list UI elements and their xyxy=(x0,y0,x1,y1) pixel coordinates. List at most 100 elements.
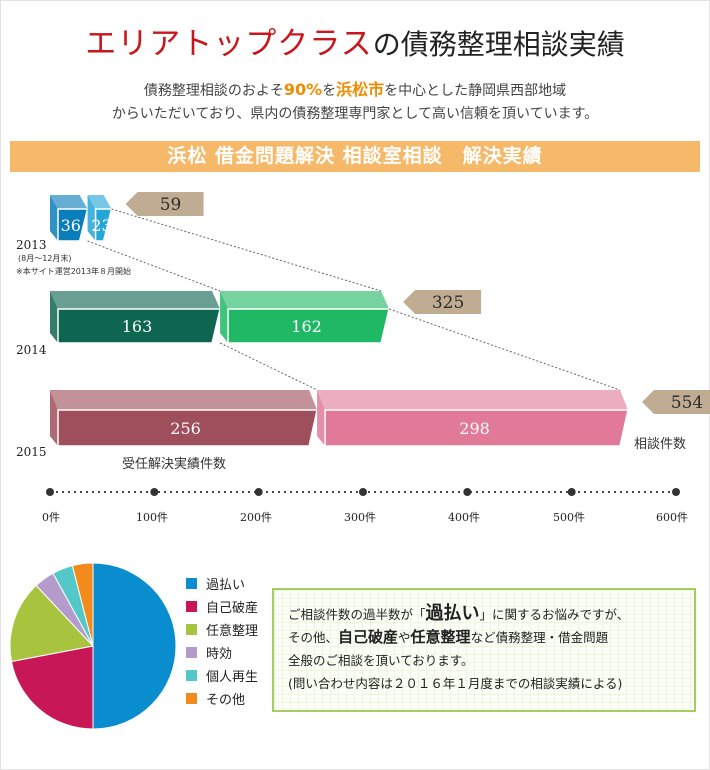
total-tag-2013 xyxy=(125,192,204,216)
legend-item-saisei: 個人再生 xyxy=(186,664,258,687)
bar-2015-resolved-top xyxy=(50,390,318,410)
bar-2014-other-edge xyxy=(220,291,229,343)
projection-line-1-split xyxy=(219,342,318,391)
intro-percent: 90% xyxy=(283,80,323,99)
bar-2015-resolved-front xyxy=(57,409,319,447)
x-tick-0: 0件 xyxy=(42,511,60,524)
x-tick-dot-600 xyxy=(672,488,680,496)
legend-item-sonota: その他 xyxy=(186,687,258,710)
projection-line-1-right xyxy=(388,308,621,391)
bar-2014-other-top xyxy=(220,291,390,309)
bar-2014-other-front xyxy=(227,308,391,344)
bar-2015-other-edge xyxy=(317,390,326,446)
pie-slice-2 xyxy=(9,584,94,663)
pie-slice-0 xyxy=(92,562,177,730)
year-label-2014: 2014 xyxy=(16,343,47,357)
bar-2013-resolved-label: 36 xyxy=(61,216,81,235)
total-label-2014: 325 xyxy=(432,293,464,313)
intro-text: 債務整理相談のおよそ90%を浜松市を中心とした静岡県西部地域 からいただいており… xyxy=(0,78,710,126)
info-emphasis: 自己破産 xyxy=(338,628,399,646)
pie-slice-1 xyxy=(10,645,94,730)
year-label-2015: 2015 xyxy=(16,445,47,459)
bar-2014-resolved-front xyxy=(57,308,222,344)
legend-item-hasan: 自己破産 xyxy=(186,595,258,618)
x-tick-300: 300件 xyxy=(344,511,376,524)
series-caption-resolved: 受任解決実績件数 xyxy=(122,457,227,472)
bar-2013-resolved-front xyxy=(57,208,89,242)
intro-line-1: 債務整理相談のおよそ90%を浜松市を中心とした静岡県西部地域 xyxy=(0,78,710,103)
legend-item-nini: 任意整理 xyxy=(186,618,258,641)
bar-2014-resolved-label: 163 xyxy=(122,317,153,336)
info-line-2: その他、自己破産や任意整理など債務整理・借金問題 xyxy=(288,626,684,649)
info-box: ご相談件数の過半数が「過払い」に関するお悩みですが、 その他、自己破産や任意整理… xyxy=(272,588,696,712)
bar-2013-other-edge xyxy=(87,195,96,241)
title-rest: の債務整理相談実績 xyxy=(372,28,625,61)
x-tick-400: 400件 xyxy=(448,511,480,524)
info-text: ご相談件数の過半数が「 xyxy=(288,607,426,622)
legend-swatch xyxy=(186,624,197,635)
bar-2014-resolved-edge xyxy=(50,291,58,343)
info-text: 」に関するお悩みですが、 xyxy=(479,607,630,622)
info-line-1: ご相談件数の過半数が「過払い」に関するお悩みですが、 xyxy=(288,602,684,626)
legend-swatch xyxy=(186,647,197,658)
legend-item-jikou: 時効 xyxy=(186,641,258,664)
bar-2013-other-label: 23 xyxy=(91,216,111,235)
legend-swatch xyxy=(186,601,197,612)
year-label-2013: 2013 xyxy=(16,238,47,252)
info-emphasis: 任意整理 xyxy=(410,628,471,646)
legend-label: 自己破産 xyxy=(206,601,259,616)
section-banner: 浜松 借金問題解決 相談室相談 解決実績 xyxy=(10,141,700,172)
x-tick-dot-200 xyxy=(254,488,263,496)
page-title: エリアトップクラスの債務整理相談実績 xyxy=(0,18,710,63)
bar-2013-other-top xyxy=(87,195,112,209)
info-line-3: 全般のご相談を頂いております。 xyxy=(288,653,474,668)
year-note-2013: (8月～12月末) xyxy=(18,254,72,263)
x-tick-500: 500件 xyxy=(553,511,585,524)
legend-label: 個人再生 xyxy=(206,670,259,685)
legend-swatch xyxy=(186,670,197,681)
bar-2013-resolved-edge xyxy=(50,195,58,241)
intro-line-2: からいただいており、県内の債務整理専門家として高い信頼を頂いています。 xyxy=(111,106,599,122)
intro-text-b: を xyxy=(322,83,337,99)
bar-2015-other-label: 298 xyxy=(459,419,490,438)
total-tag-2014 xyxy=(403,290,482,314)
info-text: や xyxy=(398,630,411,645)
x-tick-100: 100件 xyxy=(136,511,168,524)
bar-2015-other-top xyxy=(317,390,629,410)
info-text: など債務整理・借金問題 xyxy=(470,630,609,645)
pie-slice-5 xyxy=(71,562,94,647)
x-tick-dot-100 xyxy=(150,488,159,496)
intro-city: 浜松市 xyxy=(336,80,385,99)
x-tick-dot-500 xyxy=(567,488,576,496)
footnote: ※本サイト運営2013年８月開始 xyxy=(16,267,132,276)
info-line-4: (問い合わせ内容は２０１６年１月度までの相談実績による) xyxy=(288,676,623,691)
total-label-2015: 554 xyxy=(671,393,703,413)
intro-text-c: を中心とした静岡県西部地域 xyxy=(384,83,567,99)
total-tag-2015 xyxy=(642,390,710,414)
intro-text-a: 債務整理相談のおよそ xyxy=(143,83,284,99)
legend-swatch xyxy=(186,578,197,589)
bar-2015-resolved-edge xyxy=(50,390,58,446)
bar-2015-resolved-label: 256 xyxy=(170,419,201,438)
pie-legend: 過払い 自己破産 任意整理 時効 個人再生 その他 xyxy=(186,572,258,710)
bar-2013-other-front xyxy=(94,208,113,242)
bar-2013-resolved-top xyxy=(50,195,88,209)
title-highlight: エリアトップクラス xyxy=(85,26,373,62)
projection-line-0-right xyxy=(111,208,382,292)
bar-2014-resolved-top xyxy=(50,291,221,309)
legend-label: その他 xyxy=(206,693,246,708)
legend-label: 任意整理 xyxy=(206,624,259,639)
legend-label: 時効 xyxy=(206,647,233,662)
info-text: その他、 xyxy=(288,630,339,645)
bar-2014-other-label: 162 xyxy=(291,317,322,336)
bar-2015-other-front xyxy=(324,409,629,447)
x-tick-600: 600件 xyxy=(656,511,688,524)
x-tick-dot-0 xyxy=(46,488,54,496)
legend-label: 過払い xyxy=(206,578,246,593)
x-tick-dot-400 xyxy=(463,488,472,496)
totals-caption: 相談件数 xyxy=(634,437,687,452)
legend-swatch xyxy=(186,693,197,704)
total-label-2013: 59 xyxy=(160,195,182,215)
